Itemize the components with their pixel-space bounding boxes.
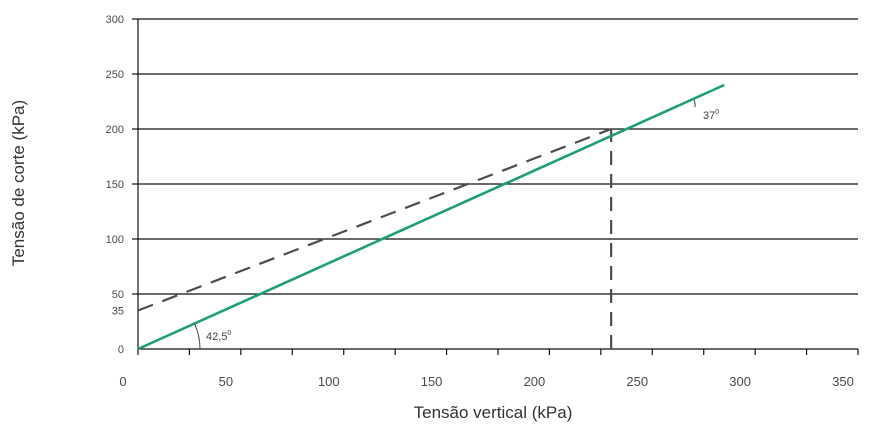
series-line-dashed: [137, 127, 612, 312]
x-axis-ticks: [137, 349, 859, 355]
y-tick-label-1: 35: [112, 306, 124, 318]
x-tick-label-3: 150: [421, 374, 443, 389]
y-tick-label-2: 50: [112, 289, 124, 301]
x-tick-label-5: 250: [626, 374, 648, 389]
angle-label-value-1: 37: [703, 110, 715, 122]
y-tick-label-7: 300: [106, 14, 124, 26]
x-axis-tick-labels: 0 50 100 150 200 250 300 350: [119, 374, 853, 389]
angle-label-degree-0: 0: [227, 330, 231, 337]
angle-label-0: 42,50: [206, 330, 231, 343]
y-tick-label-6: 250: [106, 69, 124, 81]
x-tick-label-6: 300: [729, 374, 751, 389]
angle-label-value-0: 42,5: [206, 331, 227, 343]
grid: [132, 18, 858, 350]
x-tick-label-2: 100: [318, 374, 340, 389]
x-tick-label-1: 50: [219, 374, 233, 389]
x-tick-label-0: 0: [119, 374, 126, 389]
angle-arc-origin: [194, 323, 201, 350]
angle-label-1: 370: [703, 109, 719, 122]
y-axis-tick-labels: 0 35 50 100 150 200 250 300: [106, 14, 124, 356]
y-axis-title: Tensão de corte (kPa): [9, 100, 28, 266]
y-tick-label-5: 200: [106, 124, 124, 136]
y-tick-label-4: 150: [106, 179, 124, 191]
angle-label-degree-1: 0: [715, 109, 719, 116]
x-tick-label-4: 200: [524, 374, 546, 389]
angle-arc-upper: [693, 99, 696, 108]
y-tick-label-0: 0: [118, 344, 124, 356]
x-tick-label-7: 350: [832, 374, 854, 389]
series-group: [137, 83, 725, 351]
series-line-solid: [137, 83, 725, 351]
y-tick-label-3: 100: [106, 234, 124, 246]
x-axis-title: Tensão vertical (kPa): [414, 403, 573, 422]
